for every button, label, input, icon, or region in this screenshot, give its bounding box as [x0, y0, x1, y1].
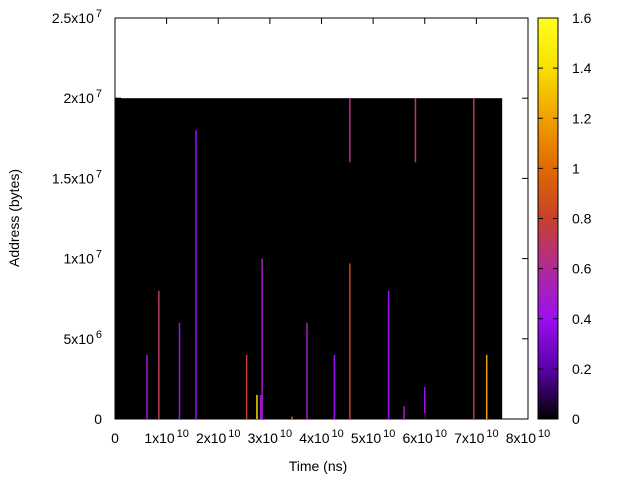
- y-axis-label: Address (bytes): [6, 169, 22, 267]
- colorbar-tick-label: 0.4: [572, 311, 592, 327]
- heatmap-streak: [387, 290, 390, 419]
- heatmap-streak: [424, 386, 426, 419]
- heatmap-streak: [245, 354, 248, 419]
- heatmap-streak: [403, 406, 405, 419]
- x-tick-label: 6x10 10: [402, 428, 447, 446]
- heatmap-streak: [195, 130, 197, 419]
- heatmap-streak: [306, 322, 308, 419]
- heatmap-streak: [485, 354, 488, 419]
- heatmap-streak: [291, 416, 293, 419]
- heatmap-streak: [473, 98, 475, 419]
- heatmap-streak: [259, 394, 262, 419]
- heatmap-streak: [158, 290, 160, 419]
- heatmap-streak: [414, 98, 417, 163]
- x-axis-label: Time (ns): [289, 458, 348, 474]
- x-tick-label: 5x10 10: [351, 428, 396, 446]
- heatmap-background: [115, 98, 503, 419]
- heatmap-streak: [349, 263, 351, 419]
- colorbar-tick-label: 0.8: [572, 211, 592, 227]
- colorbar-tick-label: 1.4: [572, 60, 592, 76]
- x-tick-label: 0: [111, 430, 119, 446]
- heatmap-streak: [178, 322, 181, 419]
- y-tick-label: 1x10 7: [64, 249, 102, 267]
- colorbar-tick-label: 0: [572, 411, 580, 427]
- y-tick-label: 5x10 6: [64, 329, 102, 347]
- colorbar-tick-label: 1.2: [572, 110, 592, 126]
- x-tick-label: 7x10 10: [454, 428, 499, 446]
- colorbar-tick-label: 1.6: [572, 10, 592, 26]
- colorbar-ticks: 0 0.2 0.4 0.6 0.8 1 1.2 1.4 1.6: [538, 10, 592, 427]
- colorbar-tick-label: 0.2: [572, 361, 592, 377]
- x-tick-label: 1x10 10: [144, 428, 189, 446]
- heatmap-streak: [261, 258, 263, 419]
- y-tick-label: 0: [94, 411, 102, 427]
- x-tick-label: 4x10 10: [299, 428, 344, 446]
- x-tick-label: 2x10 10: [196, 428, 241, 446]
- y-axis-ticks: 0 5x10 6 1x10 7 1.5x10 7 2x10 7 2.5x10 7: [52, 8, 528, 427]
- heatmap-streak: [333, 354, 336, 419]
- heatmap-streak: [256, 394, 258, 419]
- heatmap-streak: [146, 354, 148, 419]
- heatmap-layer: [115, 98, 503, 419]
- colorbar-tick-label: 0.6: [572, 261, 592, 277]
- colorbar-tick-label: 1: [572, 160, 580, 176]
- y-tick-label: 2.5x10 7: [52, 8, 102, 26]
- x-tick-label: 3x10 10: [248, 428, 293, 446]
- y-tick-label: 2x10 7: [64, 88, 102, 106]
- y-tick-label: 1.5x10 7: [52, 168, 102, 186]
- x-axis-ticks: 0 1x10 10 2x10 10 3x10 10 4x10 10 5x10 10 6x10 10 7x1…: [111, 18, 550, 446]
- heatmap-streak: [349, 98, 351, 163]
- x-tick-label: 8x10 10: [506, 428, 551, 446]
